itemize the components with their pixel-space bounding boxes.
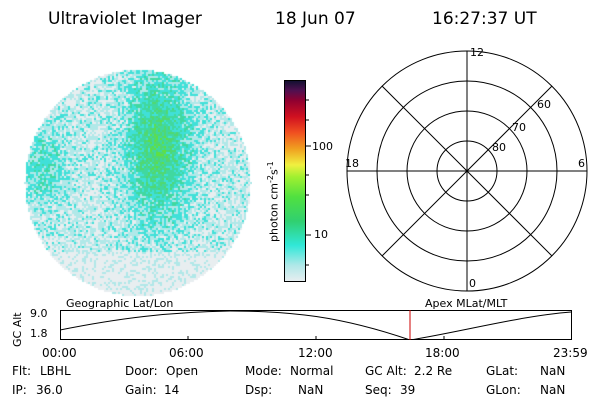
gain-label: Gain: xyxy=(125,383,157,397)
gain-value: 14 xyxy=(164,383,180,397)
timeline-xtick-1800: 18:00 xyxy=(425,346,460,360)
ip-label: IP: xyxy=(12,383,27,397)
timeline-xtick-0600: 06:00 xyxy=(169,346,204,360)
seq-value: 39 xyxy=(400,383,416,397)
polar-label-6: 6 xyxy=(578,157,585,170)
door-label: Door: xyxy=(125,364,158,378)
polar-grid xyxy=(346,50,588,292)
filter-value: LBHL xyxy=(40,364,71,378)
gc-alt-value: 2.2 Re xyxy=(414,364,453,378)
dsp-value: NaN xyxy=(298,383,324,397)
glat-value: NaN xyxy=(540,364,566,378)
altitude-timeline xyxy=(60,310,572,340)
observation-time: 16:27:37 UT xyxy=(432,9,537,29)
polar-label-12: 12 xyxy=(470,46,484,59)
polar-ring-80: 80 xyxy=(492,141,506,154)
observation-date: 18 Jun 07 xyxy=(275,9,356,29)
uv-earth-image xyxy=(22,66,252,298)
timeline-left-title: Geographic Lat/Lon xyxy=(66,297,174,310)
glat-label: GLat: xyxy=(486,364,519,378)
polar-label-18: 18 xyxy=(345,157,359,170)
gc-alt-label: GC Alt: xyxy=(365,364,407,378)
polar-ring-70: 70 xyxy=(512,121,526,134)
timeline-xtick-0000: 00:00 xyxy=(42,346,77,360)
timeline-ytick-high: 9.0 xyxy=(30,307,48,320)
timeline-xtick-1200: 12:00 xyxy=(298,346,333,360)
timeline-ytick-low: 1.8 xyxy=(30,327,48,340)
polar-ring-60: 60 xyxy=(537,98,551,111)
instrument-title: Ultraviolet Imager xyxy=(48,9,202,29)
glon-value: NaN xyxy=(540,383,566,397)
colorbar-unit-label: photon cm-2s-1 xyxy=(266,161,281,242)
glon-label: GLon: xyxy=(486,383,521,397)
seq-label: Seq: xyxy=(365,383,392,397)
mode-value: Normal xyxy=(290,364,334,378)
colorbar-tick-100: 100 xyxy=(312,140,333,153)
colorbar-tick-10: 10 xyxy=(314,228,328,241)
timeline-ylabel: GC Alt xyxy=(11,312,24,347)
colorbar-axis xyxy=(306,99,311,266)
timeline-right-title: Apex MLat/MLT xyxy=(425,297,508,310)
polar-label-0: 0 xyxy=(469,277,476,290)
mode-label: Mode: xyxy=(245,364,282,378)
door-value: Open xyxy=(166,364,199,378)
intensity-colorbar xyxy=(284,80,306,282)
dsp-label: Dsp: xyxy=(245,383,273,397)
filter-label: Flt: xyxy=(12,364,31,378)
ip-value: 36.0 xyxy=(36,383,63,397)
timeline-xtick-2359: 23:59 xyxy=(553,346,588,360)
